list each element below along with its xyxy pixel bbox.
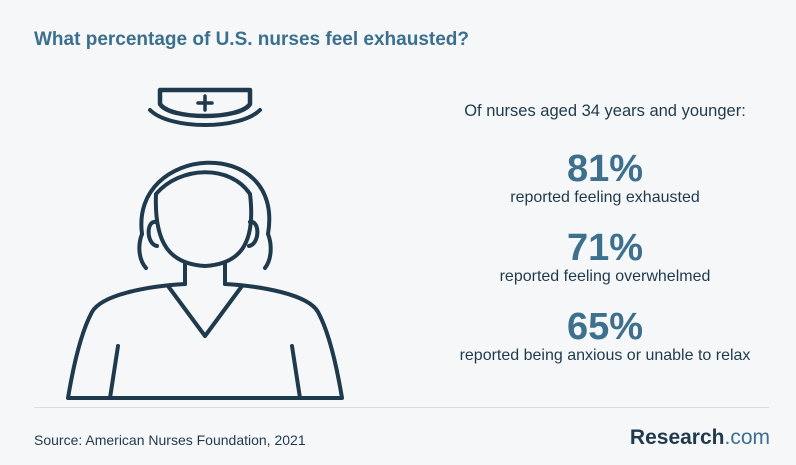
divider (34, 407, 769, 408)
stat-exhausted: 81% reported feeling exhausted (420, 149, 790, 207)
stat-value: 71% (566, 227, 644, 269)
stats-panel: Of nurses aged 34 years and younger: 81%… (420, 96, 790, 365)
stat-overwhelmed: 71% reported feeling overwhelmed (420, 228, 790, 286)
stat-value: 81% (566, 148, 644, 190)
stat-anxious: 65% reported being anxious or unable to … (420, 307, 790, 365)
page-title: What percentage of U.S. nurses feel exha… (34, 29, 469, 50)
brand-name: Research (629, 426, 725, 449)
stat-label: reported feeling overwhelmed (499, 268, 711, 285)
brand-tld: .com (724, 426, 770, 449)
source-note: Source: American Nurses Foundation, 2021 (34, 432, 306, 448)
brand-logo: Research.com (630, 426, 770, 450)
stats-intro: Of nurses aged 34 years and younger: (464, 102, 746, 120)
stat-label: reported feeling exhausted (510, 189, 700, 206)
stat-value: 65% (566, 306, 644, 348)
stat-label: reported being anxious or unable to rela… (459, 347, 751, 364)
nurse-icon (66, 87, 344, 400)
